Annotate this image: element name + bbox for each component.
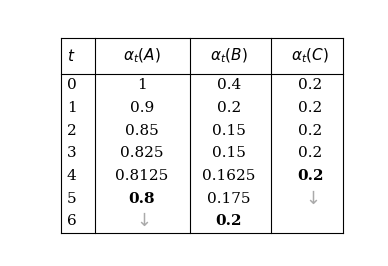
- Text: 0.4: 0.4: [217, 78, 241, 92]
- Text: 0.175: 0.175: [207, 192, 251, 206]
- Text: 0.2: 0.2: [216, 214, 242, 228]
- Text: 0.1625: 0.1625: [202, 169, 256, 183]
- Text: 0.15: 0.15: [212, 124, 246, 138]
- Text: 0.2: 0.2: [298, 78, 322, 92]
- Text: 6: 6: [67, 214, 76, 228]
- Text: 0.2: 0.2: [298, 101, 322, 115]
- Text: 0.2: 0.2: [298, 146, 322, 160]
- Text: 4: 4: [67, 169, 76, 183]
- Text: 0.9: 0.9: [130, 101, 154, 115]
- Text: $\downarrow$: $\downarrow$: [302, 190, 319, 208]
- Text: 3: 3: [67, 146, 76, 160]
- Text: 0.85: 0.85: [125, 124, 159, 138]
- Text: 0.2: 0.2: [217, 101, 241, 115]
- Text: 1: 1: [67, 101, 76, 115]
- Text: $\alpha_t(B)$: $\alpha_t(B)$: [210, 47, 248, 65]
- Text: 1: 1: [137, 78, 147, 92]
- Text: 0: 0: [67, 78, 76, 92]
- Text: 0.825: 0.825: [120, 146, 163, 160]
- Text: $\alpha_t(A)$: $\alpha_t(A)$: [123, 47, 161, 65]
- Text: 0.8125: 0.8125: [115, 169, 168, 183]
- Text: 0.2: 0.2: [297, 169, 323, 183]
- Text: $t$: $t$: [68, 48, 76, 64]
- Text: 5: 5: [67, 192, 76, 206]
- Text: 0.15: 0.15: [212, 146, 246, 160]
- Text: $\downarrow$: $\downarrow$: [133, 212, 150, 230]
- Text: 0.8: 0.8: [128, 192, 155, 206]
- Text: 0.2: 0.2: [298, 124, 322, 138]
- Text: 2: 2: [67, 124, 76, 138]
- Text: $\alpha_t(C)$: $\alpha_t(C)$: [291, 47, 329, 65]
